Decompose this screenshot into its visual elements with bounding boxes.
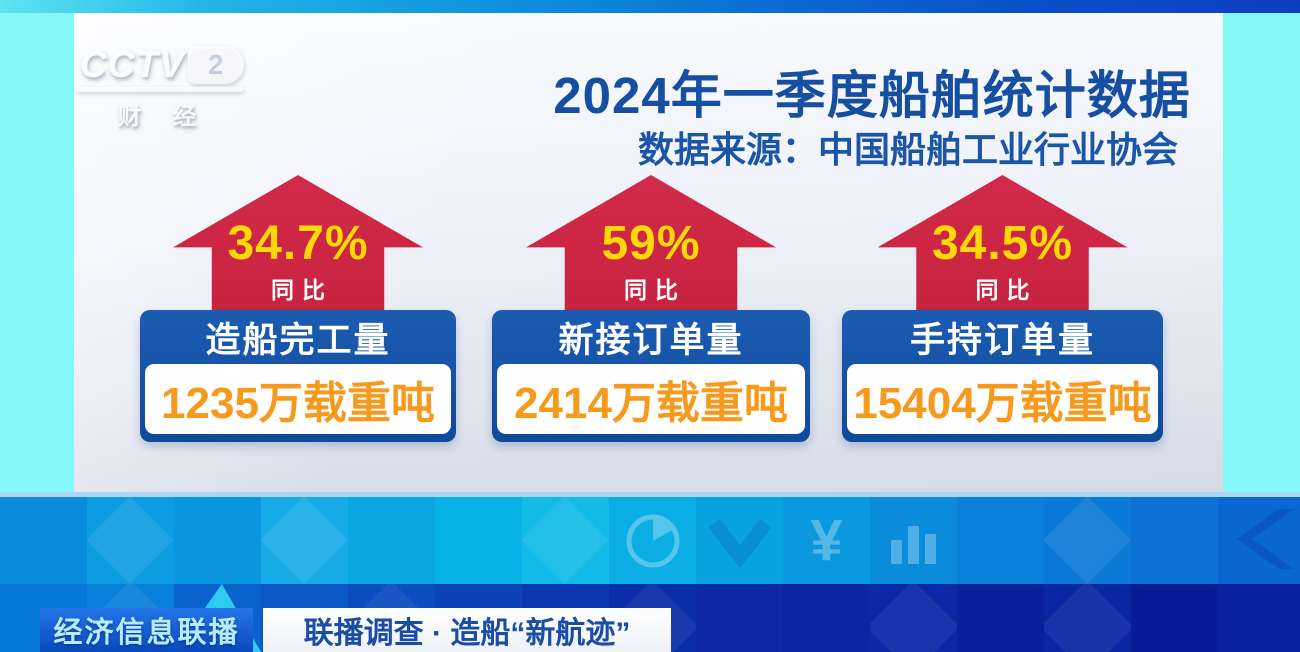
up-arrow-icon: 34.7% 同比 — [173, 175, 423, 317]
stat-value: 1235万载重吨 — [145, 364, 451, 434]
mosaic-tile — [957, 497, 1044, 584]
right-cyan-bar — [1223, 13, 1300, 492]
mosaic-tile — [87, 497, 174, 584]
stat-panel: 造船完工量 1235万载重吨 — [140, 310, 456, 442]
headline-bar: 联播调查 · 造船“新航迹” — [263, 608, 671, 652]
stat-value: 2414万载重吨 — [497, 364, 805, 434]
yoy-label: 同比 — [624, 277, 686, 303]
up-arrow-icon: 34.5% 同比 — [877, 175, 1128, 317]
stat-group-completions: 34.7% 同比 造船完工量 1235万载重吨 — [140, 175, 456, 442]
mosaic-tile — [870, 584, 957, 652]
mosaic-tile — [1218, 497, 1300, 584]
card-bottom-divider — [0, 492, 1300, 497]
mosaic-tile — [696, 497, 783, 584]
cctv2-logo: CCTV 2 财经 — [75, 44, 280, 131]
mosaic-tile — [609, 497, 696, 584]
mosaic-tile: ¥ — [783, 497, 870, 584]
mosaic-tile — [957, 584, 1044, 652]
mosaic-tile — [870, 497, 957, 584]
mosaic-tile — [1044, 497, 1131, 584]
data-source-label: 数据来源：中国船舶工业行业协会 — [637, 129, 1179, 170]
cctv-logo-text: CCTV — [80, 44, 185, 85]
growth-percent: 59% — [601, 217, 701, 270]
top-gradient-strip — [0, 0, 1300, 13]
mosaic-tile — [1131, 584, 1218, 652]
stat-group-new-orders: 59% 同比 新接订单量 2414万载重吨 — [492, 175, 810, 442]
mosaic-tile — [435, 497, 522, 584]
stat-group-orderbook: 34.5% 同比 手持订单量 15404万载重吨 — [842, 175, 1163, 442]
stat-value: 15404万载重吨 — [847, 364, 1158, 434]
cctv-logo-underline — [75, 87, 243, 92]
stat-label: 手持订单量 — [909, 320, 1095, 360]
page-title: 2024年一季度船舶统计数据 — [553, 67, 1191, 124]
mosaic-tile — [261, 497, 348, 584]
mosaic-band-top: ¥ — [0, 497, 1300, 584]
left-cyan-bar — [0, 13, 74, 492]
mosaic-tile — [522, 497, 609, 584]
stat-panel: 手持订单量 15404万载重吨 — [842, 310, 1163, 442]
mosaic-tile — [783, 584, 870, 652]
bar-chart-icon — [870, 497, 957, 584]
chevron-down-icon — [696, 497, 783, 584]
headline-text: 联播调查 · 造船“新航迹” — [303, 617, 631, 650]
yoy-label: 同比 — [975, 277, 1038, 303]
pie-chart-icon — [609, 497, 696, 584]
cctv-channel-number: 2 — [207, 49, 224, 80]
mosaic-tile — [174, 497, 261, 584]
stat-label: 新接订单量 — [558, 320, 744, 360]
stat-panel: 新接订单量 2414万载重吨 — [492, 310, 810, 442]
mosaic-tile — [1131, 497, 1218, 584]
stat-label: 造船完工量 — [205, 320, 391, 360]
mosaic-tile — [0, 497, 87, 584]
mosaic-tile — [1218, 584, 1300, 652]
cctv-channel-name: 财经 — [118, 103, 228, 129]
growth-percent: 34.5% — [931, 217, 1074, 270]
up-arrow-icon: 59% 同比 — [526, 175, 776, 317]
yuan-icon: ¥ — [810, 508, 843, 573]
mosaic-tile — [696, 584, 783, 652]
cctv-channel-badge: 2 — [187, 46, 244, 84]
mosaic-tile — [348, 497, 435, 584]
yoy-label: 同比 — [271, 277, 333, 303]
program-name: 经济信息联播 — [53, 617, 240, 649]
program-badge: 经济信息联播 — [40, 608, 253, 652]
growth-percent: 34.7% — [227, 217, 369, 270]
mosaic-tile — [1044, 584, 1131, 652]
